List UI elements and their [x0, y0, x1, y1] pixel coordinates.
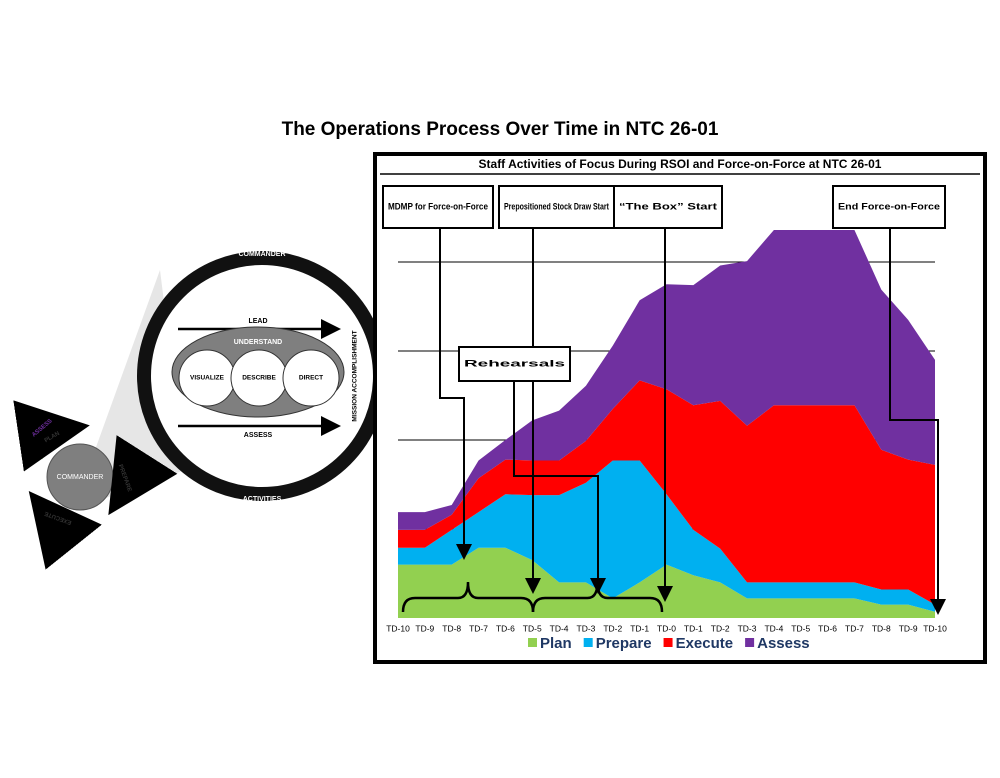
- x-tick-label: TD-4: [764, 623, 783, 633]
- ring-side: MISSION ACCOMPLISHMENT: [352, 330, 359, 421]
- legend-label: Plan: [540, 635, 572, 652]
- annotation-label: Prepositioned Stock Draw Start: [504, 202, 610, 213]
- brace: [401, 581, 535, 613]
- x-tick-label: TD-10: [923, 623, 947, 633]
- direct-circle: [282, 349, 340, 407]
- x-tick-label: TD-8: [872, 623, 891, 633]
- annotation-label: MDMP for Force-on-Force: [388, 202, 488, 213]
- x-tick-label: TD-7: [845, 623, 864, 633]
- x-tick-label: TD-10: [386, 623, 410, 633]
- legend-swatch: [745, 638, 755, 647]
- x-tick-label: TD-3: [738, 623, 757, 633]
- legend-swatch: [663, 638, 673, 647]
- annotation-arrow: [513, 381, 606, 594]
- page-title: The Operations Process Over Time in NTC …: [282, 119, 719, 140]
- x-tick-label: TD-2: [603, 623, 622, 633]
- x-tick-label: TD-1: [684, 623, 703, 633]
- plot: TD-10 TD-9 TD-8 TD-7 TD-6 TD-5 TD-4 TD-3 TD-2 TD-…: [382, 185, 947, 652]
- chart-title: Staff Activities of Focus During RSOI an…: [479, 157, 882, 171]
- x-tick-label: TD-1: [630, 623, 649, 633]
- lead-label: LEAD: [248, 318, 267, 325]
- x-tick-label: TD-9: [899, 623, 918, 633]
- annotation-arrow: [439, 228, 472, 560]
- annotation-label: Rehearsals: [464, 359, 565, 370]
- x-tick-label: TD-8: [442, 623, 461, 633]
- understand-label: UNDERSTAND: [234, 339, 282, 346]
- visualize-label: VISUALIZE: [190, 375, 225, 382]
- annotation-label: End Force-on-Force: [838, 202, 940, 213]
- x-tick-label: TD-9: [415, 623, 434, 633]
- annotation-box: [458, 346, 571, 382]
- legend-label: Execute: [676, 635, 734, 652]
- x-tick-label: TD-2: [711, 623, 730, 633]
- annotation-box: [832, 185, 946, 229]
- annotation-box: [498, 185, 615, 229]
- plan-arrow: [13, 400, 90, 472]
- legend-label: Prepare: [596, 635, 652, 652]
- describe-label: DESCRIBE: [242, 375, 276, 382]
- x-tick-label: TD-6: [496, 623, 515, 633]
- assess-label: ASSESS: [244, 432, 273, 439]
- x-tick-label: TD-6: [818, 623, 837, 633]
- annotation-label: “The Box” Start: [619, 202, 718, 213]
- legend-swatch: [583, 638, 593, 647]
- area: [398, 380, 935, 605]
- ring-bottom: ACTIVITIES: [243, 496, 282, 503]
- x-tick-label: TD-4: [550, 623, 569, 633]
- annotation-box: [613, 185, 723, 229]
- direct-label: DIRECT: [299, 375, 323, 382]
- legend-label: Assess: [757, 635, 810, 652]
- execute-arrow: [28, 490, 102, 570]
- x-tick-label: TD-3: [577, 623, 596, 633]
- x-tick-label: TD-5: [523, 623, 542, 633]
- x-tick-label: TD-7: [469, 623, 488, 633]
- legend-swatch: [528, 638, 537, 647]
- annotation-box: [382, 185, 494, 229]
- brace: [531, 581, 664, 613]
- ring-diagram: COMMANDER ACTIVITIES MISSION ACCOMPLISHM…: [137, 251, 387, 503]
- x-tick-label: TD-0: [657, 623, 676, 633]
- cycle-center-label: COMMANDER: [57, 474, 104, 481]
- prepare-arrow: [108, 435, 178, 516]
- annotation-arrow: [889, 228, 946, 615]
- x-tick-label: TD-5: [791, 623, 810, 633]
- ring-top: COMMANDER: [238, 251, 285, 258]
